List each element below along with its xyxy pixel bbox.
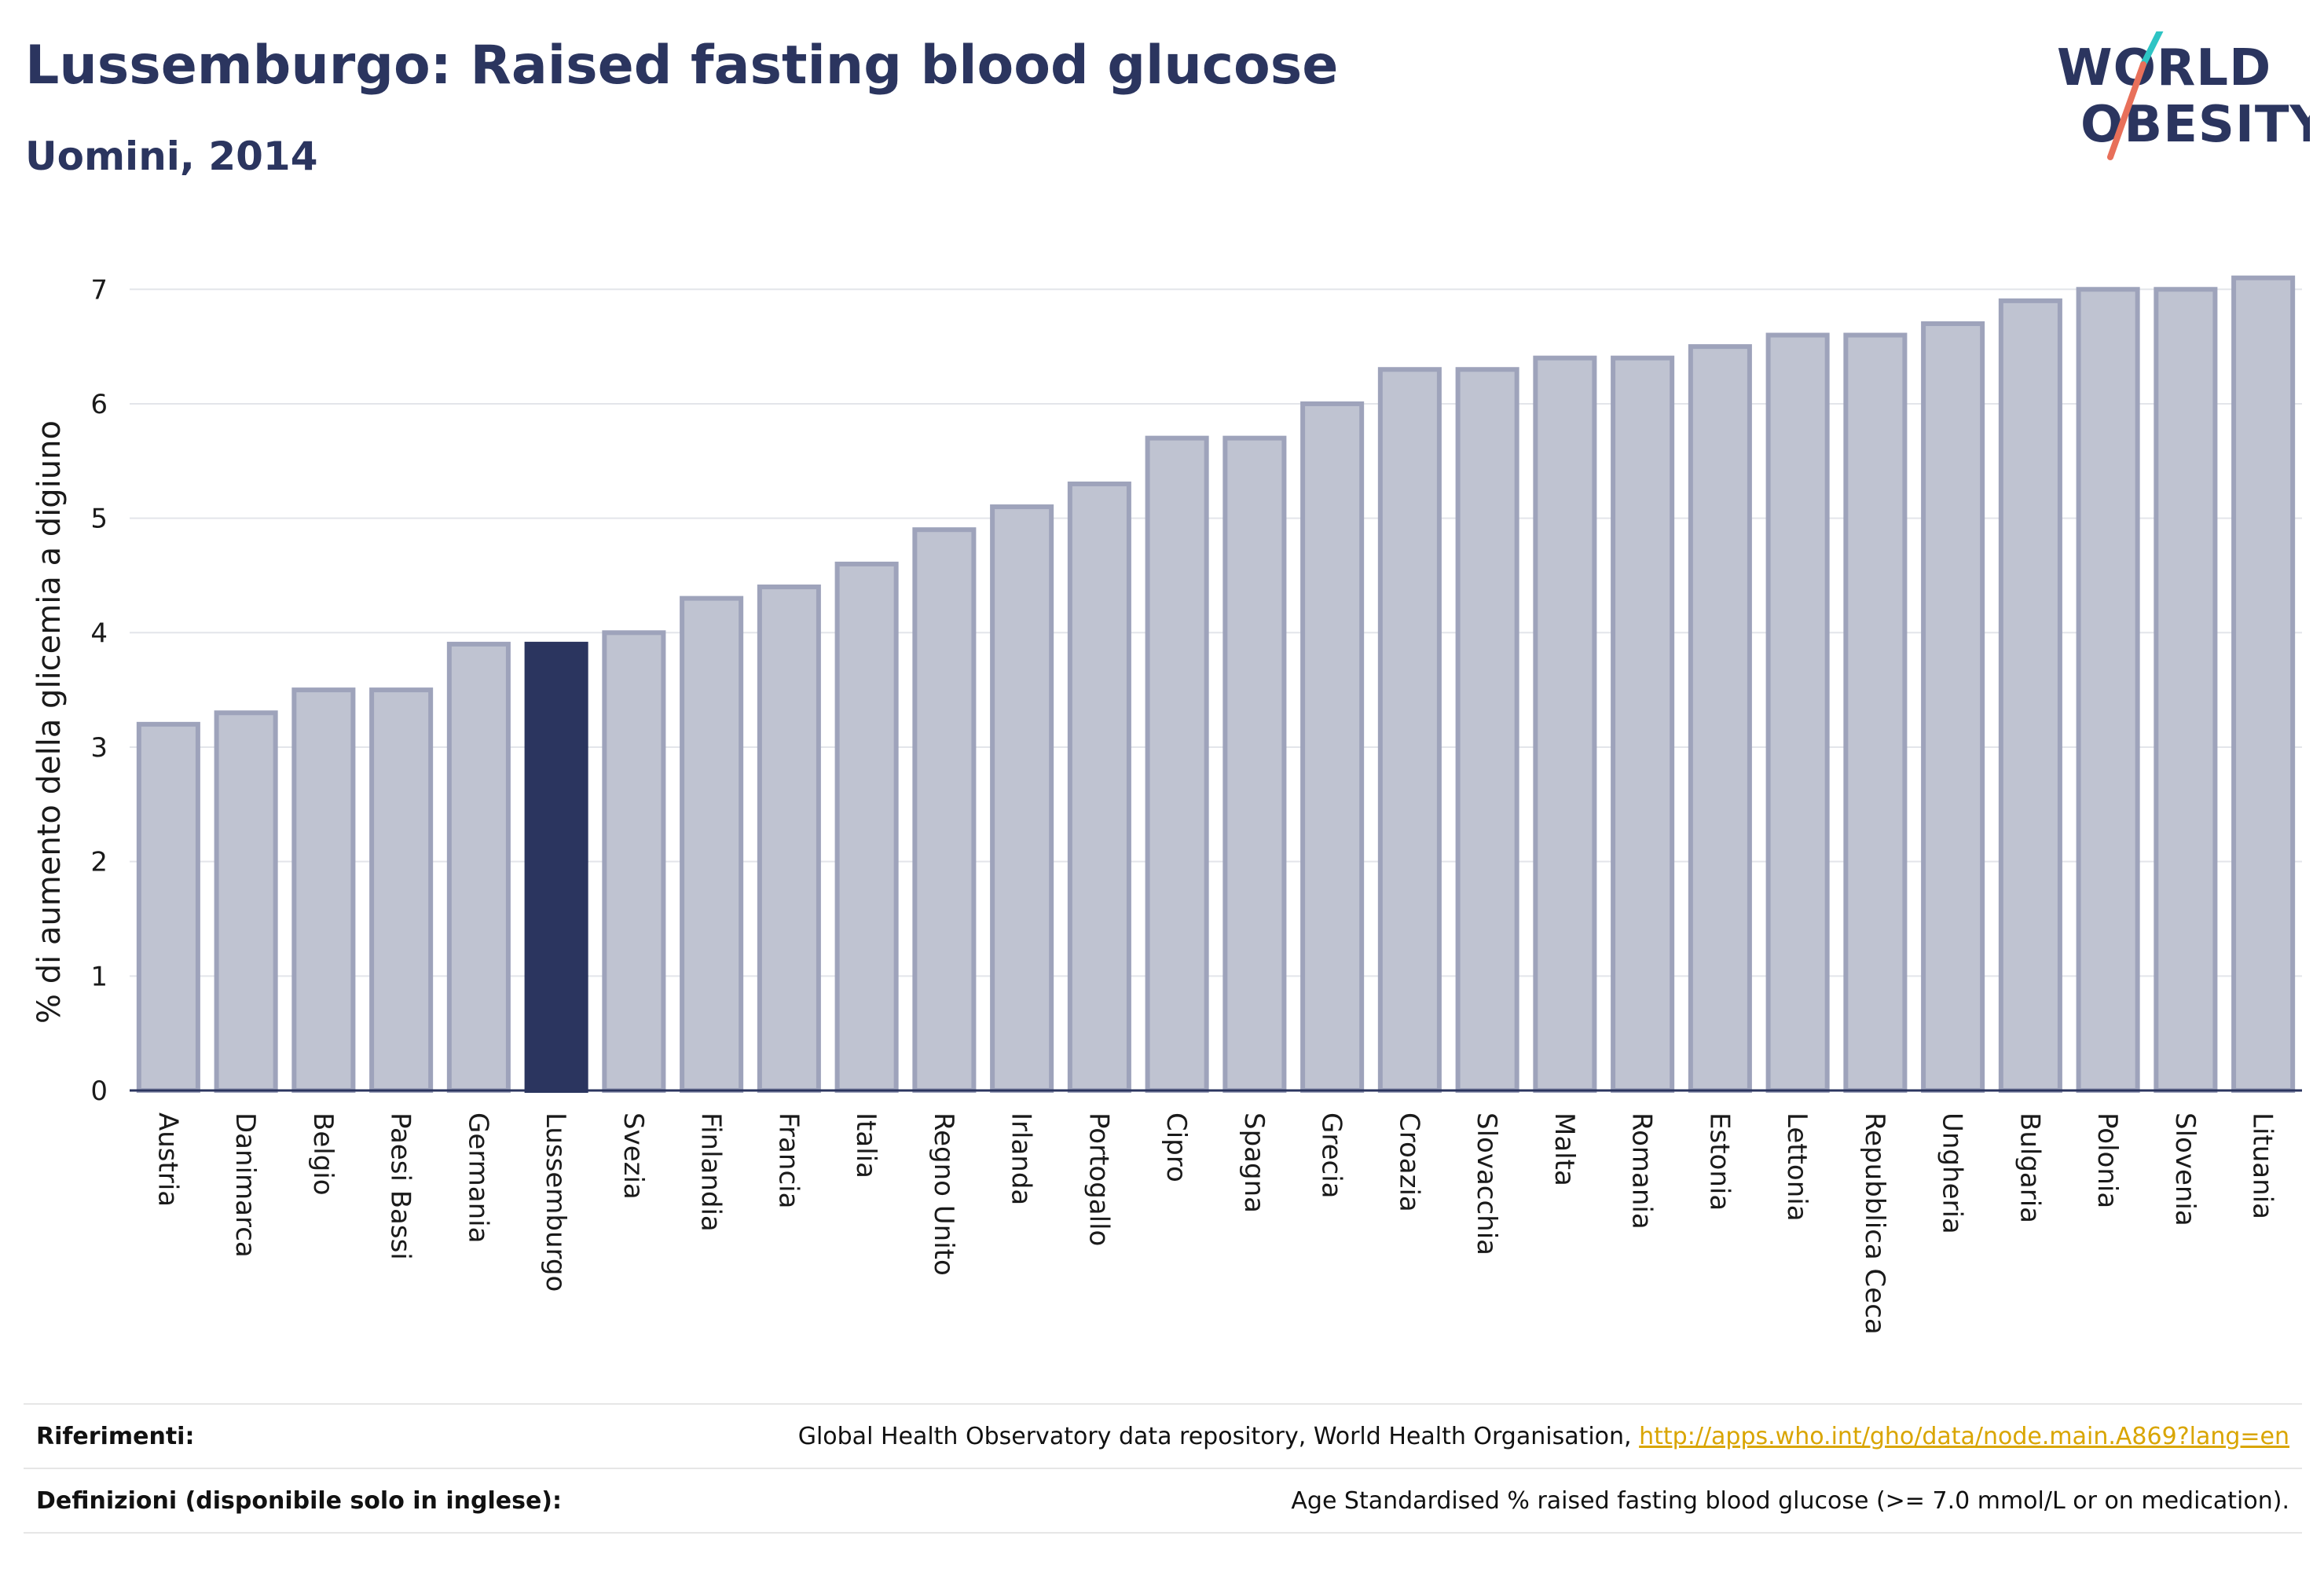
bar-chart: 0 1 2 3 4 5 6 7 Austria Danimarca Belgio Paesi Bass… (31, 274, 2302, 1335)
x-tick-label: Malta (1549, 1112, 1580, 1186)
x-tick-label: Belgio (307, 1112, 339, 1196)
x-tick-label: Cipro (1160, 1112, 1192, 1182)
x-tick-label: Italia (850, 1112, 882, 1178)
y-tick-label: 2 (90, 847, 108, 878)
references-value: Global Health Observatory data repositor… (798, 1423, 2302, 1450)
y-tick-label: 5 (90, 504, 108, 535)
x-tick-label: Portogallo (1083, 1112, 1114, 1246)
x-tick-label: Grecia (1316, 1112, 1347, 1198)
x-tick-label: Lettonia (1781, 1112, 1813, 1222)
bar (912, 527, 977, 1093)
x-tick-label: Polonia (2091, 1112, 2123, 1208)
references-text: Global Health Observatory data repositor… (797, 1422, 1632, 1450)
bar (1843, 332, 1908, 1094)
y-axis-label: % di aumento della glicemia a digiuno (31, 420, 68, 1024)
bar (1688, 344, 1752, 1094)
references-label: Riferimenti: (36, 1422, 195, 1450)
bars (136, 275, 2296, 1094)
bar-highlighted (524, 641, 588, 1093)
x-tick-label: Lussemburgo (540, 1112, 571, 1292)
axes: 0 1 2 3 4 5 6 7 Austria Danimarca Belgio Paesi Bass… (90, 274, 2302, 1335)
x-tick-label: Spagna (1238, 1112, 1270, 1213)
x-tick-label: Irlanda (1006, 1112, 1037, 1205)
x-tick-label: Danimarca (229, 1112, 261, 1258)
x-tick-label: Francia (772, 1112, 804, 1208)
bar (1377, 367, 1442, 1094)
x-tick-label: Lituania (2247, 1112, 2278, 1219)
bar (2154, 287, 2218, 1094)
chart-title: Lussemburgo: Raised fasting blood glucos… (25, 35, 1339, 97)
bar (369, 687, 434, 1093)
logo-slash-coral (2107, 61, 2146, 160)
world-obesity-logo: WORLD OBESITY (2057, 31, 2310, 160)
y-tick-label: 6 (90, 389, 108, 420)
bar (291, 687, 356, 1093)
x-tick-label: Bulgaria (2014, 1112, 2045, 1223)
bar (2076, 287, 2140, 1094)
definitions-label: Definizioni (disponibile solo in inglese… (36, 1486, 562, 1515)
bar (757, 585, 821, 1093)
bar (136, 721, 200, 1093)
bar (1222, 435, 1287, 1094)
x-tick-label: Finlandia (695, 1112, 727, 1232)
logo-line1: WORLD (2057, 39, 2271, 97)
y-tick-label: 4 (90, 618, 108, 649)
y-tick-label: 7 (90, 274, 108, 306)
chart-subtitle: Uomini, 2014 (25, 134, 318, 179)
x-tick-label: Slovenia (2169, 1112, 2201, 1226)
x-tick-label: Austria (152, 1112, 183, 1207)
definitions-value: Age Standardised % raised fasting blood … (1291, 1486, 2289, 1515)
x-tick-label: Slovacchia (1471, 1112, 1502, 1255)
bar (1533, 355, 1597, 1094)
definitions-row: Definizioni (disponibile solo in inglese… (24, 1468, 2302, 1534)
bar (1145, 435, 1209, 1094)
x-tick-label: Repubblica Ceca (1859, 1112, 1890, 1335)
logo-slash-teal (2140, 31, 2164, 68)
bar (1300, 401, 1365, 1094)
bar (1765, 332, 1830, 1094)
bar (214, 710, 278, 1093)
x-tick-label: Svezia (618, 1112, 649, 1200)
bar (1067, 481, 1131, 1093)
bar (2231, 275, 2296, 1093)
bar (1998, 298, 2062, 1094)
x-tick-label: Romania (1626, 1112, 1658, 1230)
x-tick-label: Croazia (1393, 1112, 1424, 1212)
bar (602, 630, 666, 1093)
x-tick-label: Paesi Bassi (385, 1112, 416, 1260)
x-tick-label: Ungheria (1937, 1112, 1968, 1234)
references-row: Riferimenti: Global Health Observatory d… (24, 1403, 2302, 1468)
bar (1611, 355, 1675, 1094)
bar (446, 641, 511, 1093)
bar (834, 561, 899, 1093)
bar (990, 504, 1054, 1093)
y-tick-label: 0 (90, 1076, 108, 1107)
y-tick-label: 1 (90, 961, 108, 992)
bar (680, 596, 744, 1093)
bar (1455, 367, 1519, 1094)
x-tick-label: Germania (462, 1112, 493, 1243)
y-tick-label: 3 (90, 732, 108, 764)
x-tick-label: Regno Unito (928, 1112, 959, 1276)
references-link[interactable]: http://apps.who.int/gho/data/node.main.A… (1639, 1422, 2289, 1450)
x-tick-label: Estonia (1703, 1112, 1735, 1211)
bar (1921, 321, 1985, 1094)
